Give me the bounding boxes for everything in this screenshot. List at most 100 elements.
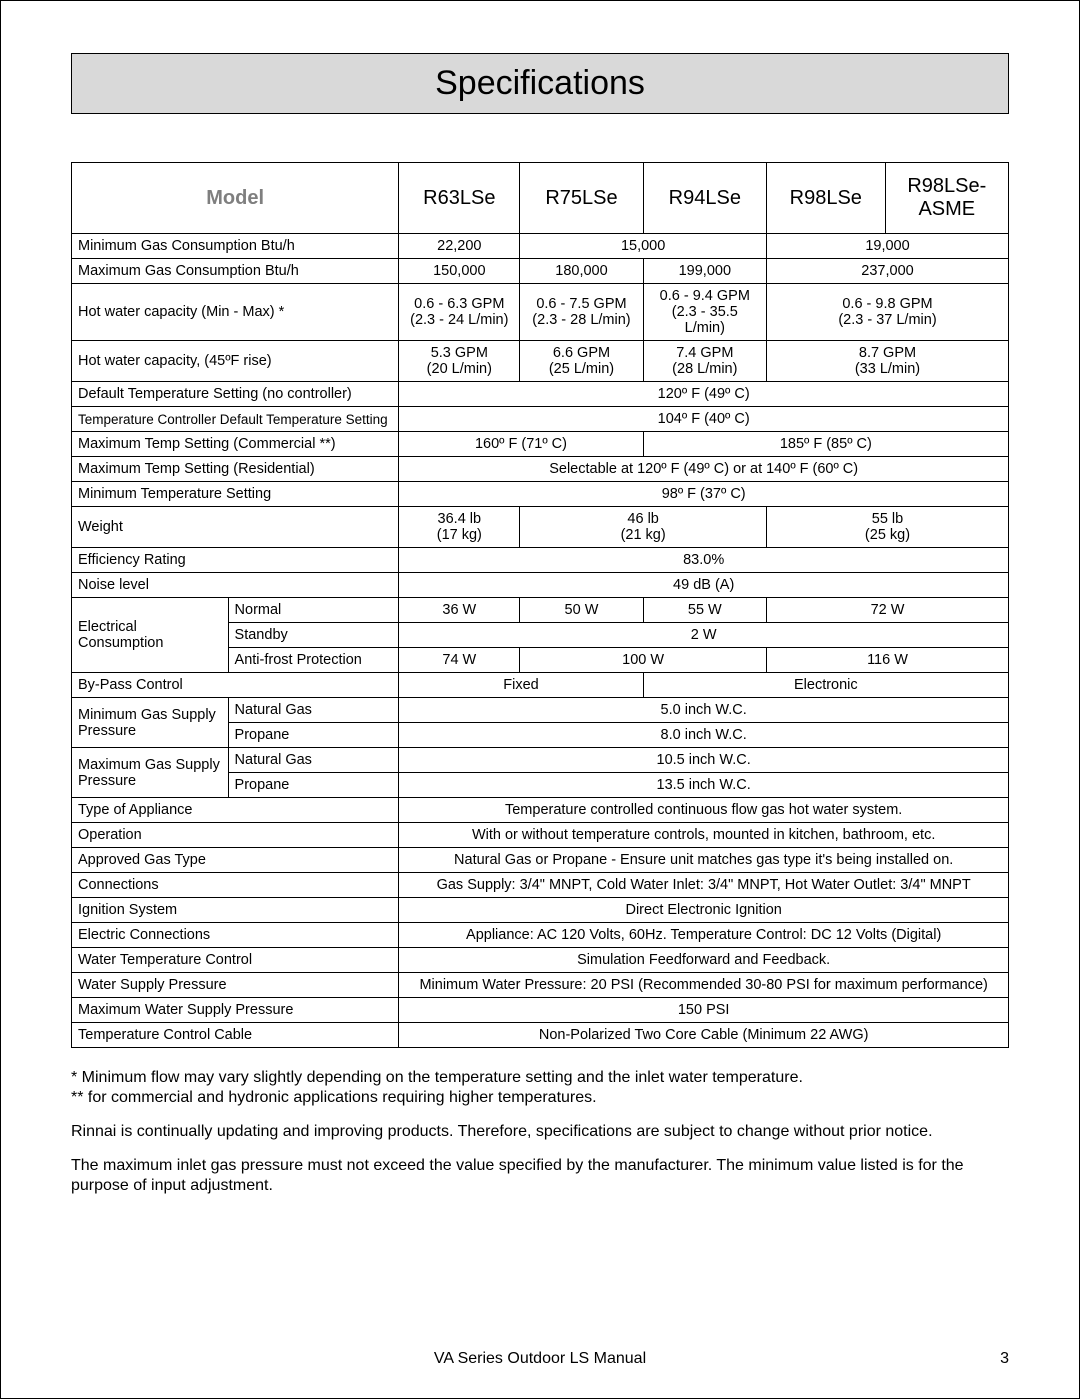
row-type: Type of Appliance Temperature controlled…	[72, 798, 1009, 823]
label: Weight	[72, 507, 399, 548]
label: Connections	[72, 873, 399, 898]
v45: 72 W	[766, 598, 1008, 623]
v45: 237,000	[766, 259, 1008, 284]
row-min-temp: Minimum Temperature Setting 98º F (37º C…	[72, 482, 1009, 507]
label: Natural Gas	[228, 748, 399, 773]
v1: 0.6 - 6.3 GPM(2.3 - 24 L/min)	[399, 284, 520, 341]
v45: 19,000	[766, 234, 1008, 259]
v2: 0.6 - 7.5 GPM(2.3 - 28 L/min)	[520, 284, 643, 341]
title-bar: Specifications	[71, 53, 1009, 114]
label: Propane	[228, 773, 399, 798]
label: Electric Connections	[72, 923, 399, 948]
label: Default Temperature Setting (no controll…	[72, 382, 399, 407]
v2: 50 W	[520, 598, 643, 623]
label: Noise level	[72, 573, 399, 598]
v: Gas Supply: 3/4" MNPT, Cold Water Inlet:…	[399, 873, 1009, 898]
footer: VA Series Outdoor LS Manual 3	[71, 1350, 1009, 1368]
row-max-water-pressure: Maximum Water Supply Pressure 150 PSI	[72, 998, 1009, 1023]
v: Non-Polarized Two Core Cable (Minimum 22…	[399, 1023, 1009, 1048]
v3: 0.6 - 9.4 GPM(2.3 - 35.5 L/min)	[643, 284, 766, 341]
v: Minimum Water Pressure: 20 PSI (Recommen…	[399, 973, 1009, 998]
footer-center: VA Series Outdoor LS Manual	[71, 1350, 1009, 1368]
v1: 36.4 lb(17 kg)	[399, 507, 520, 548]
row-weight: Weight 36.4 lb(17 kg) 46 lb(21 kg) 55 lb…	[72, 507, 1009, 548]
v3: 7.4 GPM(28 L/min)	[643, 341, 766, 382]
v: 150 PSI	[399, 998, 1009, 1023]
v2: 6.6 GPM(25 L/min)	[520, 341, 643, 382]
label: Efficiency Rating	[72, 548, 399, 573]
group-label: Maximum Gas Supply Pressure	[72, 748, 229, 798]
footnote-2: ** for commercial and hydronic applicati…	[71, 1088, 1009, 1108]
row-gas-type: Approved Gas Type Natural Gas or Propane…	[72, 848, 1009, 873]
row-min-gas: Minimum Gas Consumption Btu/h 22,200 15,…	[72, 234, 1009, 259]
label: Propane	[228, 723, 399, 748]
v: Simulation Feedforward and Feedback.	[399, 948, 1009, 973]
col-r94: R94LSe	[643, 163, 766, 234]
v: 104º F (40º C)	[399, 407, 1009, 432]
v45: 0.6 - 9.8 GPM(2.3 - 37 L/min)	[766, 284, 1008, 341]
row-hwc-45: Hot water capacity, (45ºF rise) 5.3 GPM(…	[72, 341, 1009, 382]
col-r98asme: R98LSe-ASME	[885, 163, 1008, 234]
label: Minimum Temperature Setting	[72, 482, 399, 507]
v12: 160º F (71º C)	[399, 432, 643, 457]
label: Hot water capacity (Min - Max) *	[72, 284, 399, 341]
label: Anti-frost Protection	[228, 648, 399, 673]
v: 98º F (37º C)	[399, 482, 1009, 507]
table-header-row: Model R63LSe R75LSe R94LSe R98LSe R98LSe…	[72, 163, 1009, 234]
col-r63: R63LSe	[399, 163, 520, 234]
v2: 180,000	[520, 259, 643, 284]
v23: 15,000	[520, 234, 767, 259]
row-elec-normal: Electrical Consumption Normal 36 W 50 W …	[72, 598, 1009, 623]
v: 49 dB (A)	[399, 573, 1009, 598]
v23: 46 lb(21 kg)	[520, 507, 767, 548]
label: Standby	[228, 623, 399, 648]
row-connections: Connections Gas Supply: 3/4" MNPT, Cold …	[72, 873, 1009, 898]
label: Temperature Controller Default Temperatu…	[72, 407, 399, 432]
v: 10.5 inch W.C.	[399, 748, 1009, 773]
label: Operation	[72, 823, 399, 848]
v: 13.5 inch W.C.	[399, 773, 1009, 798]
row-water-supply-pressure: Water Supply Pressure Minimum Water Pres…	[72, 973, 1009, 998]
group-label: Minimum Gas Supply Pressure	[72, 698, 229, 748]
v: Selectable at 120º F (49º C) or at 140º …	[399, 457, 1009, 482]
v1: 22,200	[399, 234, 520, 259]
v: 2 W	[399, 623, 1009, 648]
v3: 55 W	[643, 598, 766, 623]
v45: 55 lb(25 kg)	[766, 507, 1008, 548]
label: Type of Appliance	[72, 798, 399, 823]
v12: Fixed	[399, 673, 643, 698]
label: Ignition System	[72, 898, 399, 923]
v23: 100 W	[520, 648, 767, 673]
v1: 74 W	[399, 648, 520, 673]
v: Temperature controlled continuous flow g…	[399, 798, 1009, 823]
row-max-temp-com: Maximum Temp Setting (Commercial **) 160…	[72, 432, 1009, 457]
footnote-1: * Minimum flow may vary slightly dependi…	[71, 1068, 1009, 1088]
row-efficiency: Efficiency Rating 83.0%	[72, 548, 1009, 573]
v: 120º F (49º C)	[399, 382, 1009, 407]
row-elec-conn: Electric Connections Appliance: AC 120 V…	[72, 923, 1009, 948]
row-temp-cable: Temperature Control Cable Non-Polarized …	[72, 1023, 1009, 1048]
v: 5.0 inch W.C.	[399, 698, 1009, 723]
row-max-temp-res: Maximum Temp Setting (Residential) Selec…	[72, 457, 1009, 482]
label: Maximum Gas Consumption Btu/h	[72, 259, 399, 284]
label: Normal	[228, 598, 399, 623]
v1: 150,000	[399, 259, 520, 284]
row-hwc-range: Hot water capacity (Min - Max) * 0.6 - 6…	[72, 284, 1009, 341]
group-label: Electrical Consumption	[72, 598, 229, 673]
label: Maximum Temp Setting (Residential)	[72, 457, 399, 482]
footer-page-number: 3	[1000, 1350, 1009, 1368]
footnotes: * Minimum flow may vary slightly dependi…	[71, 1068, 1009, 1196]
v3: 199,000	[643, 259, 766, 284]
row-max-supply-ng: Maximum Gas Supply Pressure Natural Gas …	[72, 748, 1009, 773]
label: By-Pass Control	[72, 673, 399, 698]
row-noise: Noise level 49 dB (A)	[72, 573, 1009, 598]
col-r75: R75LSe	[520, 163, 643, 234]
v345: Electronic	[643, 673, 1008, 698]
row-max-gas: Maximum Gas Consumption Btu/h 150,000 18…	[72, 259, 1009, 284]
spec-table: Model R63LSe R75LSe R94LSe R98LSe R98LSe…	[71, 162, 1009, 1048]
label: Water Temperature Control	[72, 948, 399, 973]
v345: 185º F (85º C)	[643, 432, 1008, 457]
page: Specifications Model R63LSe R75LSe R94LS…	[0, 0, 1080, 1399]
row-ignition: Ignition System Direct Electronic Igniti…	[72, 898, 1009, 923]
footnote-p2: The maximum inlet gas pressure must not …	[71, 1156, 1009, 1196]
